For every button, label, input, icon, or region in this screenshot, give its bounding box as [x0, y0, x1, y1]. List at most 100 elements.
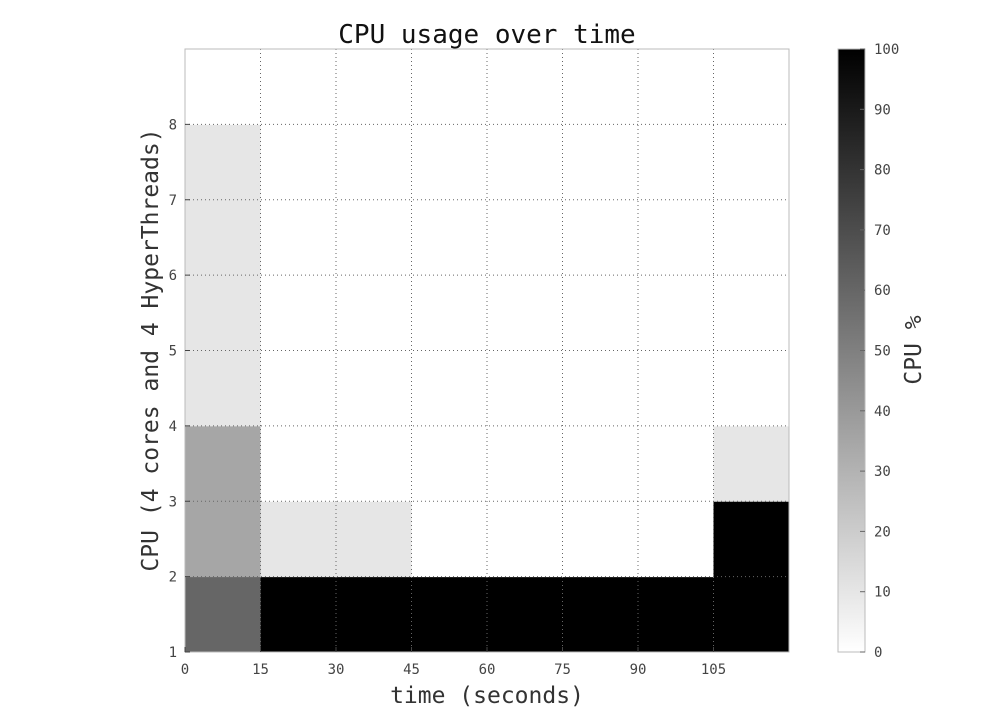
heatmap-cell [487, 350, 563, 427]
x-tick-label: 45 [403, 662, 420, 678]
heatmap-cell [336, 124, 412, 201]
heatmap-cell [713, 501, 790, 578]
colorbar-tick-label: 10 [874, 585, 891, 601]
heatmap-cell [185, 576, 261, 653]
heatmap-cell [185, 350, 261, 427]
heatmap-cell [411, 49, 488, 125]
heatmap-cell [260, 501, 337, 578]
heatmap-cell [562, 501, 639, 578]
heatmap-cell [638, 199, 714, 276]
heatmap-cells [185, 49, 790, 653]
x-tick-label: 30 [328, 662, 345, 678]
heatmap-cell [638, 350, 714, 427]
heatmap-cell [411, 576, 488, 653]
heatmap-cell [411, 425, 488, 502]
heatmap-cell [260, 576, 337, 653]
heatmap-cell [562, 350, 639, 427]
heatmap-cell [487, 425, 563, 502]
heatmap-cell [562, 275, 639, 351]
chart-title: CPU usage over time [338, 20, 635, 50]
heatmap-cell [713, 576, 790, 653]
heatmap-cell [336, 275, 412, 351]
colorbar-tick-label: 80 [874, 163, 891, 179]
y-tick-label: 8 [169, 117, 177, 133]
heatmap-cell [487, 124, 563, 201]
colorbar: 0 10 20 30 40 50 60 70 80 90 100 CPU % [837, 42, 927, 661]
heatmap-cell [336, 350, 412, 427]
x-tick-label: 60 [479, 662, 496, 678]
heatmap-cell [260, 199, 337, 276]
x-tick-label: 15 [252, 662, 269, 678]
heatmap-cell [260, 350, 337, 427]
heatmap-cell [185, 275, 261, 351]
heatmap-cell [562, 49, 639, 125]
heatmap-cell [185, 199, 261, 276]
heatmap-cell [562, 199, 639, 276]
heatmap-cell [562, 425, 639, 502]
colorbar-ticks: 0 10 20 30 40 50 60 70 80 90 100 [860, 42, 899, 661]
heatmap-cell [638, 275, 714, 351]
heatmap-cell [562, 124, 639, 201]
y-tick-label: 2 [169, 570, 177, 586]
y-tick-label: 7 [169, 193, 177, 209]
heatmap-cell [487, 49, 563, 125]
heatmap-cell [336, 49, 412, 125]
x-axis-label: time (seconds) [390, 683, 584, 709]
heatmap-cell [487, 576, 563, 653]
heatmap-cell [713, 49, 790, 125]
heatmap-cell [411, 275, 488, 351]
x-tick-label: 0 [181, 662, 189, 678]
colorbar-tick-label: 70 [874, 223, 891, 239]
colorbar-label: CPU % [901, 315, 927, 384]
colorbar-tick-label: 20 [874, 524, 891, 540]
heatmap-cell [411, 124, 488, 201]
heatmap-cell [638, 124, 714, 201]
heatmap-cell [713, 124, 790, 201]
heatmap-cell [713, 425, 790, 502]
x-tick-label: 105 [701, 662, 726, 678]
y-tick-label: 6 [169, 268, 177, 284]
heatmap-cell [713, 350, 790, 427]
heatmap-cell [562, 576, 639, 653]
y-tick-label: 4 [169, 419, 177, 435]
y-axis-label: CPU (4 cores and 4 HyperThreads) [138, 128, 164, 571]
heatmap-cell [185, 425, 261, 502]
heatmap-cell [336, 576, 412, 653]
heatmap-cell [260, 49, 337, 125]
heatmap-cell [638, 501, 714, 578]
heatmap-cell [713, 199, 790, 276]
heatmap-cell [411, 501, 488, 578]
heatmap-cell [638, 425, 714, 502]
heatmap-cell [260, 425, 337, 502]
heatmap-cell [411, 199, 488, 276]
heatmap-cell [260, 275, 337, 351]
x-axis-ticks: 0 15 30 45 60 75 90 105 [181, 647, 726, 678]
heatmap-cell [638, 49, 714, 125]
heatmap-cell [487, 501, 563, 578]
colorbar-tick-label: 50 [874, 344, 891, 360]
heatmap-cell [185, 501, 261, 578]
y-axis-ticks: 1 2 3 4 5 6 7 8 [169, 117, 190, 661]
heatmap-cell [336, 425, 412, 502]
y-tick-label: 3 [169, 494, 177, 510]
colorbar-tick-label: 30 [874, 464, 891, 480]
colorbar-tick-label: 60 [874, 283, 891, 299]
colorbar-tick-label: 90 [874, 102, 891, 118]
heatmap-cell [336, 199, 412, 276]
colorbar-tick-label: 0 [874, 645, 882, 661]
grid-lines [185, 49, 789, 652]
heatmap-cell [487, 275, 563, 351]
x-tick-label: 90 [630, 662, 647, 678]
y-tick-label: 5 [169, 344, 177, 360]
heatmap-cell [487, 199, 563, 276]
heatmap-cell [185, 124, 261, 201]
colorbar-tick-label: 40 [874, 404, 891, 420]
heatmap-cell [185, 49, 261, 125]
heatmap-cell [713, 275, 790, 351]
heatmap-cell [336, 501, 412, 578]
heatmap-cell [260, 124, 337, 201]
x-tick-label: 75 [554, 662, 571, 678]
y-tick-label: 1 [169, 645, 177, 661]
heatmap-cell [638, 576, 714, 653]
